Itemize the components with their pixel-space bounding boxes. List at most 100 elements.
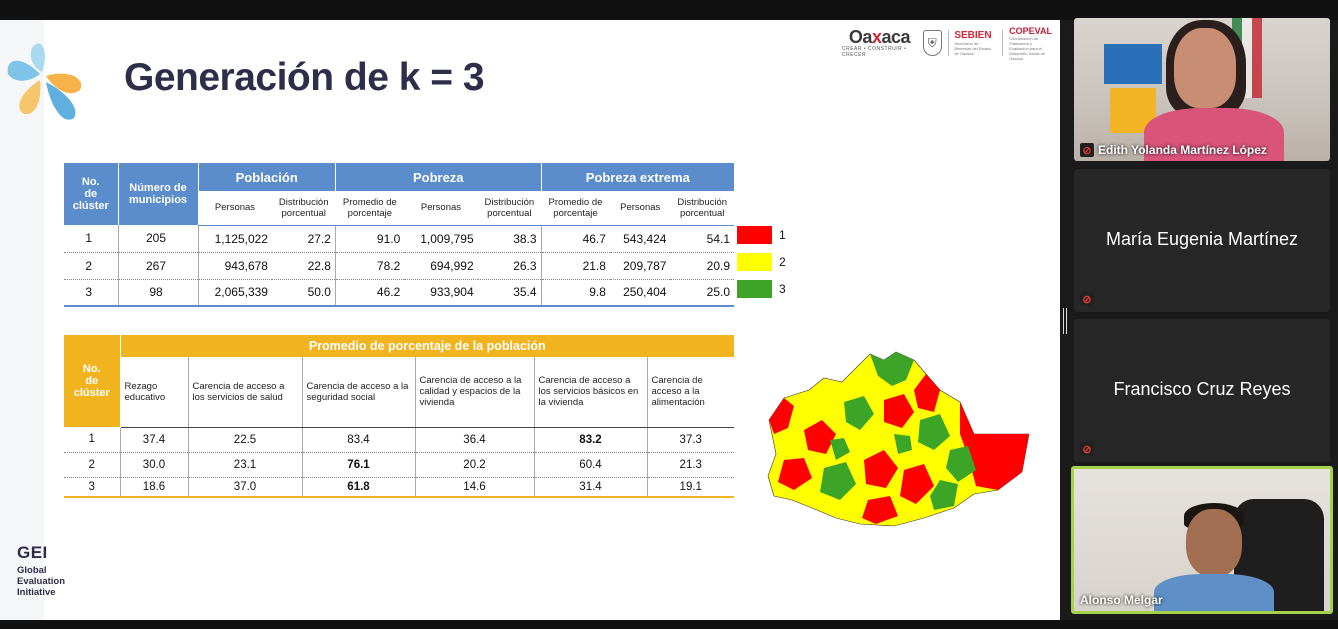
cell-value: 21.8: [540, 252, 610, 280]
participant-name: Francisco Cruz Reyes: [1113, 379, 1291, 399]
cell-value: 83.4: [301, 427, 415, 453]
participant-tile[interactable]: Francisco Cruz Reyes ⊘: [1074, 319, 1330, 462]
legend-swatch: [737, 252, 772, 271]
header-no-cluster: No. de clúster: [64, 163, 119, 225]
cell-value: 36.4: [414, 427, 534, 453]
table-row: 3 98 2,065,339 50.0 46.2 933,904 35.4 9.…: [64, 279, 734, 307]
participant-tile[interactable]: ⊘ Edith Yolanda Martínez López: [1074, 18, 1330, 161]
cell-value: 31.4: [533, 477, 647, 498]
participant-name-label: Alonso Melgar: [1080, 593, 1163, 607]
cell-value: 1,125,022: [197, 225, 272, 253]
mic-off-icon: ⊘: [1080, 442, 1094, 456]
table-row: 2 267 943,678 22.8 78.2 694,992 26.3 21.…: [64, 252, 734, 280]
panel-resize-handle[interactable]: [1063, 308, 1067, 334]
participant-tile[interactable]: María Eugenia Martínez ⊘: [1074, 169, 1330, 312]
table-row: 3 18.6 37.0 61.8 14.6 31.4 19.1: [64, 477, 734, 498]
header-pobreza-extrema: Pobreza extrema: [540, 163, 734, 191]
bottom-bar: [0, 620, 1338, 629]
cell-value: 26.3: [477, 252, 542, 280]
cell-value: 9.8: [540, 279, 610, 307]
cell-value: 37.4: [119, 427, 188, 453]
mic-off-icon: ⊘: [1080, 292, 1094, 306]
header-promedio: Promedio de porcentaje: [335, 191, 405, 226]
oaxaca-cluster-map: [767, 351, 1030, 527]
cell-value: 21.3: [646, 452, 734, 478]
copeval-logo: COPEVAL Coordinación de Planeación y Eva…: [1009, 25, 1052, 61]
cell-value: 20.2: [414, 452, 534, 478]
cell-value: 50.0: [271, 279, 336, 307]
cell-cluster: 3: [64, 477, 120, 498]
cell-municipios: 267: [117, 252, 198, 280]
header-promedio-poblacion: Promedio de porcentaje de la población: [120, 335, 734, 357]
header-promedio: Promedio de porcentaje: [541, 191, 610, 226]
cell-value: 76.1: [301, 452, 415, 478]
cluster-legend: 1 2 3: [737, 221, 786, 302]
cell-value: 694,992: [404, 252, 478, 280]
header-personas: Personas: [404, 191, 478, 226]
cell-value: 37.3: [646, 427, 734, 453]
legend-item: 2: [737, 248, 786, 275]
header-personas: Personas: [609, 191, 671, 226]
cell-value: 54.1: [670, 225, 734, 253]
top-bar: [0, 0, 1338, 20]
header-seguridad-social: Carencia de acceso a la seguridad social: [301, 357, 415, 428]
cell-value: 18.6: [119, 477, 188, 498]
sdg-poster-icon: [1104, 44, 1162, 84]
header-rezago: Rezago educativo: [119, 357, 188, 428]
legend-item: 3: [737, 275, 786, 302]
cell-cluster: 2: [64, 252, 118, 280]
cell-value: 933,904: [404, 279, 478, 307]
cell-value: 60.4: [533, 452, 647, 478]
cell-value: 2,065,339: [197, 279, 272, 307]
cell-cluster: 3: [64, 279, 118, 307]
cell-value: 78.2: [334, 252, 405, 280]
cell-cluster: 1: [64, 225, 118, 253]
table-row: 1 37.4 22.5 83.4 36.4 83.2 37.3: [64, 427, 734, 453]
header-personas: Personas: [198, 191, 272, 226]
legend-swatch: [737, 225, 772, 244]
cell-value: 91.0: [334, 225, 405, 253]
cell-cluster: 2: [64, 452, 120, 478]
active-speaker-tile[interactable]: Alonso Melgar: [1071, 466, 1333, 614]
cell-value: 19.1: [646, 477, 734, 498]
cell-value: 25.0: [670, 279, 734, 307]
cell-value: 27.2: [271, 225, 336, 253]
table-row: 2 30.0 23.1 76.1 20.2 60.4 21.3: [64, 452, 734, 478]
oaxaca-logo: Oaxaca CREAR • CONSTRUIR • CRECER: [842, 27, 910, 58]
cluster-deprivation-table: No. de clúster Promedio de porcentaje de…: [64, 335, 734, 498]
participant-name: María Eugenia Martínez: [1105, 229, 1299, 249]
sebien-logo: SEBIEN Secretaría de Bienestar del Estad…: [954, 30, 992, 56]
header-num-municipios: Número de municipios: [118, 163, 198, 225]
cluster-population-table: No. de clúster Número de municipios Pobl…: [64, 163, 734, 307]
header-no-cluster: No. de clúster: [64, 335, 121, 427]
cell-value: 22.8: [271, 252, 336, 280]
cell-value: 46.7: [540, 225, 610, 253]
flower-logo-icon: [7, 43, 82, 120]
cell-value: 61.8: [301, 477, 415, 498]
cell-value: 209,787: [609, 252, 671, 280]
header-distribucion: Distribución porcentual: [477, 191, 542, 226]
cell-value: 543,424: [609, 225, 671, 253]
cell-value: 20.9: [670, 252, 734, 280]
cell-value: 46.2: [334, 279, 405, 307]
header-pobreza: Pobreza: [334, 163, 542, 191]
cell-value: 250,404: [609, 279, 671, 307]
cell-municipios: 205: [117, 225, 198, 253]
cell-value: 1,009,795: [404, 225, 478, 253]
cell-value: 35.4: [477, 279, 542, 307]
header-vivienda: Carencia de acceso a la calidad y espaci…: [414, 357, 534, 428]
state-seal-icon: ⛨: [922, 30, 942, 56]
cell-value: 14.6: [414, 477, 534, 498]
slide-side-strip: [0, 20, 44, 620]
cell-value: 30.0: [119, 452, 188, 478]
table-row: 1 205 1,125,022 27.2 91.0 1,009,795 38.3…: [64, 225, 734, 253]
gei-logo: GEI Global Evaluation Initiative: [17, 543, 66, 598]
cell-value: 37.0: [187, 477, 302, 498]
cell-cluster: 1: [64, 427, 120, 453]
cell-municipios: 98: [117, 279, 198, 307]
header-salud: Carencia de acceso a los servicios de sa…: [187, 357, 302, 428]
cell-value: 943,678: [197, 252, 272, 280]
cell-value: 38.3: [477, 225, 542, 253]
cell-value: 83.2: [533, 427, 647, 453]
